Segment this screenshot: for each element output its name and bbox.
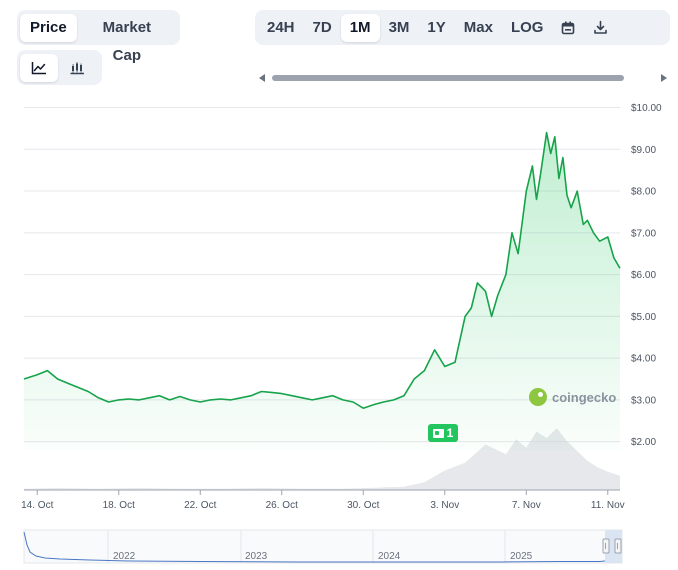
- range-scrollbar[interactable]: [258, 70, 668, 86]
- x-tick-label: 30. Oct: [347, 500, 379, 511]
- navigator-year-2023: 2023: [245, 551, 268, 562]
- time-range-tabs: 24H 7D 1M 3M 1Y Max LOG: [255, 10, 670, 45]
- scrollbar-thumb[interactable]: [272, 75, 624, 81]
- navigator-handle-left[interactable]: [602, 538, 610, 554]
- metric-tabs: Price Market Cap: [17, 10, 180, 64]
- chart-type-tabs: [17, 50, 102, 85]
- y-tick-label: $5.00: [631, 312, 656, 323]
- coingecko-logo-icon: [529, 388, 547, 406]
- y-tick-label: $3.00: [631, 395, 656, 406]
- watermark-text: coingecko: [552, 389, 617, 405]
- tab-price[interactable]: Price: [20, 13, 77, 42]
- scroll-right-icon[interactable]: [661, 74, 667, 82]
- navigator-handle-right[interactable]: [614, 538, 622, 554]
- x-tick-label: 22. Oct: [184, 500, 216, 511]
- price-chart: $10.00 $9.00 $8.00 $7.00 $6.00 $5.00 $4.00 $3.0…: [21, 103, 662, 564]
- y-tick-label: $4.00: [631, 354, 656, 365]
- y-tick-label: $9.00: [631, 145, 656, 156]
- y-tick-label: $7.00: [631, 228, 656, 239]
- navigator-year-2025: 2025: [510, 551, 533, 562]
- log-scale-toggle[interactable]: LOG: [510, 18, 544, 36]
- x-tick-label: 14. Oct: [21, 500, 53, 511]
- navigator[interactable]: 2022 2023 2024 2025: [23, 529, 623, 564]
- y-tick-label: $8.00: [631, 187, 656, 198]
- x-tick-label: 11. Nov: [591, 500, 625, 511]
- navigator-year-2024: 2024: [378, 551, 401, 562]
- price-line: [23, 131, 621, 409]
- candlestick-icon[interactable]: [58, 54, 96, 82]
- navigator-year-2022: 2022: [113, 551, 136, 562]
- range-1y[interactable]: 1Y: [427, 18, 446, 36]
- line-chart-icon[interactable]: [20, 53, 58, 82]
- y-tick-label: $6.00: [631, 270, 656, 281]
- x-tick-label: 26. Oct: [266, 500, 298, 511]
- news-badge[interactable]: 1: [428, 424, 458, 442]
- tab-market-cap[interactable]: Market Cap: [102, 18, 152, 64]
- range-7d[interactable]: 7D: [312, 18, 332, 36]
- x-tick-label: 18. Oct: [103, 500, 135, 511]
- download-icon[interactable]: [584, 14, 617, 42]
- navigator-line: [23, 531, 615, 563]
- y-tick-label: $10.00: [631, 103, 662, 114]
- range-3m[interactable]: 3M: [388, 18, 410, 36]
- news-count: 1: [446, 426, 454, 440]
- navigator-selection[interactable]: [605, 530, 622, 563]
- scroll-left-icon[interactable]: [259, 74, 265, 82]
- price-area: [24, 132, 620, 450]
- watermark: coingecko: [529, 388, 616, 406]
- news-icon: [432, 428, 444, 438]
- range-24h[interactable]: 24H: [267, 18, 295, 36]
- x-tick-label: 3. Nov: [430, 500, 459, 511]
- y-tick-label: $2.00: [631, 437, 656, 448]
- range-max[interactable]: Max: [463, 18, 493, 36]
- calendar-icon[interactable]: [552, 14, 584, 42]
- volume-area: [24, 428, 620, 490]
- x-tick-label: 7. Nov: [512, 500, 541, 511]
- range-1m[interactable]: 1M: [340, 13, 380, 42]
